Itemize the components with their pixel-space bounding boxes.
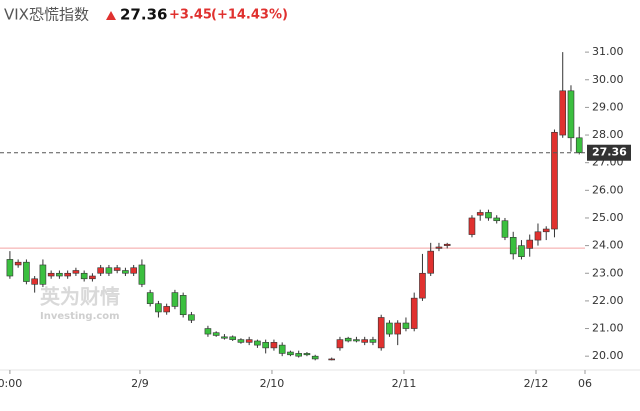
candle-body	[344, 337, 352, 342]
candle-body	[336, 339, 344, 349]
candle-body	[369, 339, 377, 343]
price-box	[587, 144, 631, 161]
candle-body	[97, 267, 104, 274]
candle-body	[526, 239, 534, 249]
y-tick-label: 25.00	[592, 211, 624, 224]
candle-body	[221, 336, 228, 339]
price: 27.36	[120, 6, 167, 24]
candle-body	[163, 306, 170, 313]
candle-body	[410, 297, 418, 329]
candle-body	[443, 243, 451, 246]
x-tick-label: 2/10	[260, 377, 285, 390]
x-tick-label: 06	[578, 377, 592, 390]
candle-body	[311, 355, 319, 360]
candle-body	[485, 212, 492, 219]
candle-body	[80, 272, 88, 280]
candle-body	[435, 246, 443, 249]
candle-body	[237, 339, 245, 343]
candle-body	[567, 90, 575, 139]
candle-body	[64, 272, 71, 277]
candle-body	[386, 322, 393, 335]
candle-body	[47, 272, 55, 277]
candle-body	[270, 342, 278, 349]
candle-body	[476, 212, 484, 216]
watermark: 英为财情	[40, 285, 120, 309]
candle-body	[39, 264, 47, 285]
candle-body	[204, 328, 212, 335]
y-tick-label: 28.00	[592, 128, 624, 141]
candle-body	[559, 90, 567, 136]
candle-body	[328, 358, 335, 361]
y-tick-label: 21.00	[592, 322, 624, 335]
y-tick-label: 24.00	[592, 239, 624, 252]
candle-body	[179, 295, 187, 316]
chart-title: VIX恐慌指数	[4, 6, 89, 24]
candle-body	[113, 267, 121, 271]
candle-body	[361, 339, 368, 343]
candle-body	[402, 322, 410, 329]
candle-body	[6, 259, 14, 277]
x-tick-label: 2/12	[524, 377, 549, 390]
candle-body	[278, 344, 286, 354]
candle-body	[229, 336, 236, 340]
candle-body	[212, 332, 220, 336]
y-tick-label: 31.00	[592, 45, 624, 58]
candle-body	[287, 351, 294, 356]
candle-body	[245, 339, 253, 343]
y-tick-label: 26.00	[592, 183, 624, 196]
candle-body	[427, 250, 435, 274]
candle-body	[501, 220, 509, 238]
x-tick-label: 0:00	[0, 377, 22, 390]
candle-body	[138, 264, 146, 285]
y-tick-label: 22.00	[592, 294, 624, 307]
candle-body	[509, 237, 517, 255]
candle-body	[171, 292, 179, 307]
candle-body	[353, 339, 360, 342]
candle-body	[551, 131, 558, 230]
candle-body	[14, 261, 22, 266]
candle-body	[146, 292, 154, 304]
candle-body	[23, 261, 30, 282]
change-pct: (+14.43%)	[211, 8, 288, 23]
candle-body	[122, 270, 129, 274]
x-tick-label: 2/11	[392, 377, 417, 390]
candle-body	[542, 228, 550, 233]
y-tick-label: 23.00	[592, 266, 624, 279]
candle-body	[518, 245, 525, 257]
candle-body	[534, 231, 542, 241]
candle-body	[31, 278, 38, 285]
up-arrow	[106, 11, 116, 20]
candle-body	[468, 217, 476, 235]
watermark: Investing.com	[40, 311, 120, 322]
candle-body	[377, 317, 385, 349]
candle-body	[262, 342, 269, 349]
candle-body	[419, 272, 426, 299]
candle-body	[295, 353, 302, 357]
y-tick-label: 20.00	[592, 349, 624, 362]
candle-body	[89, 275, 96, 280]
y-tick-label: 30.00	[592, 73, 624, 86]
candle-body	[493, 217, 501, 222]
x-tick-label: 2/9	[131, 377, 149, 390]
price-label: 27.36	[592, 146, 627, 159]
candle-body	[105, 267, 113, 274]
candle-body	[394, 322, 402, 335]
y-tick-label: 29.00	[592, 100, 624, 113]
candle-body	[155, 303, 162, 313]
candle-body	[575, 137, 583, 154]
candle-body	[72, 270, 80, 274]
candle-body	[130, 267, 137, 274]
candle-body	[254, 340, 261, 346]
candle-body	[303, 353, 311, 356]
candle-body	[56, 272, 63, 277]
candle-body	[188, 314, 195, 321]
change: +3.45	[169, 8, 212, 23]
